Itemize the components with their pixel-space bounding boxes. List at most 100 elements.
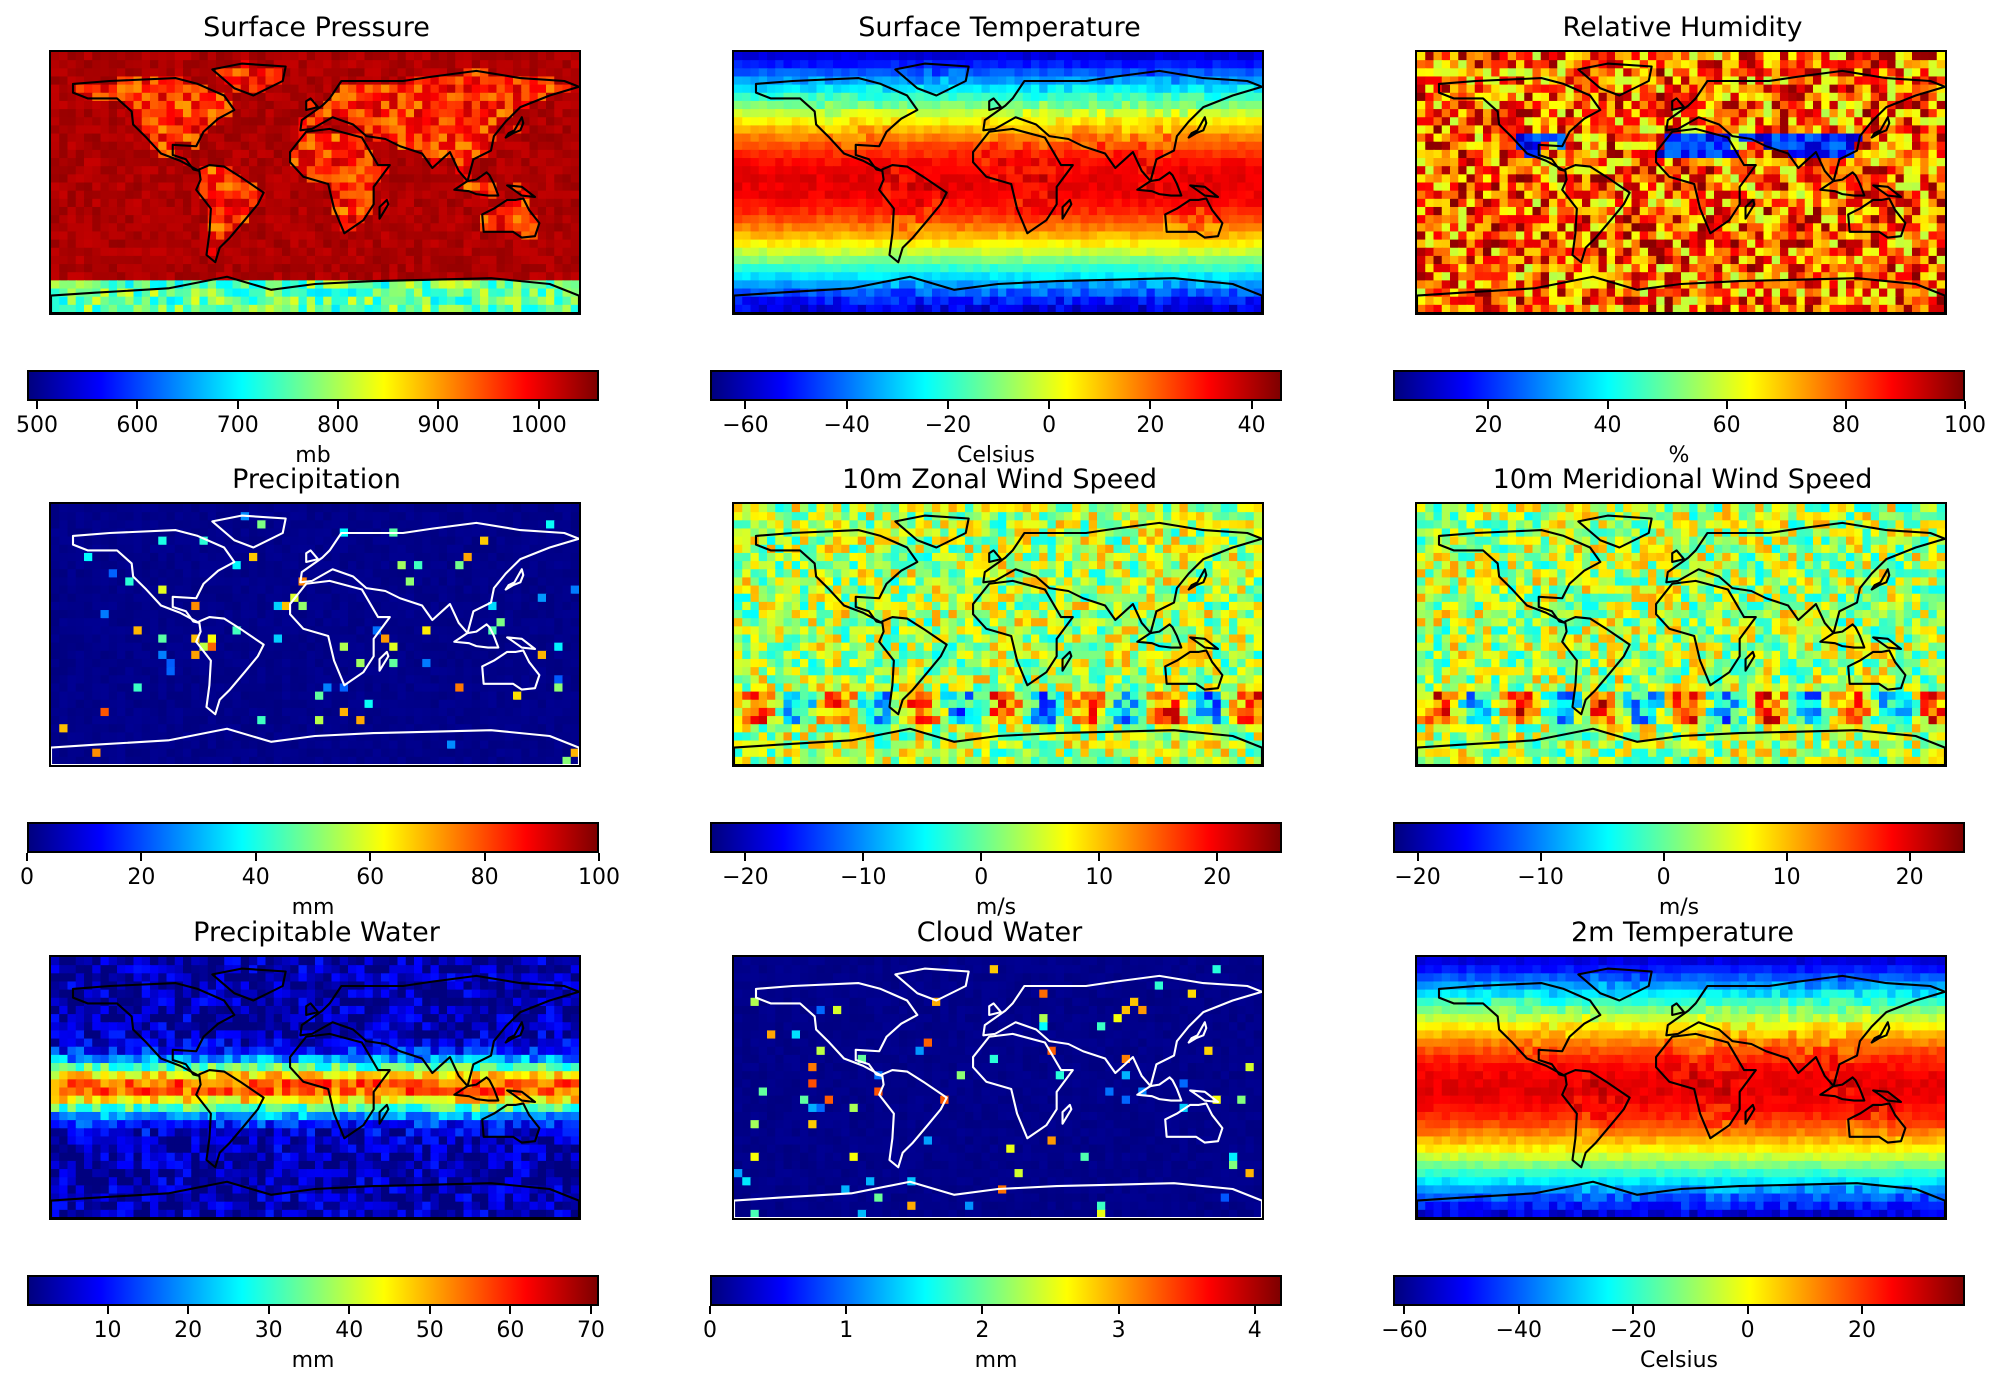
heatmap-cell xyxy=(1417,149,1427,160)
heatmap-cell xyxy=(117,100,127,111)
heatmap-cell xyxy=(1780,52,1790,62)
heatmap-cell xyxy=(1006,149,1016,160)
heatmap-cell xyxy=(570,52,579,62)
heatmap-cell xyxy=(323,76,333,86)
heatmap-cell xyxy=(973,198,983,209)
heatmap-cell xyxy=(405,60,416,70)
heatmap-cell xyxy=(932,215,942,225)
heatmap-cell xyxy=(899,125,909,135)
heatmap-cell xyxy=(907,68,917,78)
heatmap-cell xyxy=(1879,109,1889,119)
heatmap-cell xyxy=(882,158,892,168)
heatmap-cell xyxy=(1722,60,1732,70)
heatmap-cell xyxy=(1072,174,1082,184)
heatmap-cell xyxy=(389,288,399,298)
heatmap-cell xyxy=(932,296,942,306)
heatmap-cell xyxy=(92,215,102,225)
heatmap-cell xyxy=(1187,109,1198,119)
heatmap-cell xyxy=(150,215,160,225)
heatmap-cell xyxy=(1105,166,1115,176)
heatmap-cell xyxy=(257,158,267,168)
heatmap-cell xyxy=(734,190,744,200)
heatmap-cell xyxy=(1022,60,1033,70)
heatmap-cell xyxy=(51,206,61,217)
heatmap-cell xyxy=(998,117,1008,127)
heatmap-cell xyxy=(570,280,579,290)
heatmap-cell xyxy=(240,149,251,160)
heatmap-cell xyxy=(742,215,752,225)
heatmap-cell xyxy=(1220,141,1231,151)
heatmap-cell xyxy=(1549,68,1559,78)
heatmap-cell xyxy=(554,296,564,306)
heatmap-cell xyxy=(125,141,135,151)
heatmap-cell xyxy=(554,198,564,209)
heatmap-cell xyxy=(249,125,259,135)
heatmap-cell xyxy=(158,92,168,102)
heatmap-cell xyxy=(940,141,950,151)
heatmap-cell xyxy=(973,68,983,78)
heatmap-cell xyxy=(1648,100,1658,111)
heatmap-cell xyxy=(562,158,572,168)
heatmap-cell xyxy=(767,296,777,306)
heatmap-cell xyxy=(529,100,539,111)
heatmap-cell xyxy=(734,92,744,102)
heatmap-cell xyxy=(874,68,884,78)
heatmap-cell xyxy=(1113,255,1123,266)
heatmap-cell xyxy=(1080,92,1090,102)
heatmap-cell xyxy=(265,206,275,217)
heatmap-cell xyxy=(833,76,843,86)
heatmap-cell xyxy=(331,231,341,241)
heatmap-cell xyxy=(1829,84,1839,94)
heatmap-cell xyxy=(1196,92,1206,102)
heatmap-cell xyxy=(430,149,440,160)
heatmap-cell xyxy=(956,206,967,217)
heatmap-cell xyxy=(1055,264,1066,274)
heatmap-cell xyxy=(1237,272,1247,282)
heatmap-cell xyxy=(339,198,350,209)
heatmap-cell xyxy=(1097,280,1107,290)
heatmap-cell xyxy=(381,182,391,192)
heatmap-cell xyxy=(1722,149,1732,160)
heatmap-cell xyxy=(1540,60,1551,70)
heatmap-cell xyxy=(1039,109,1049,119)
heatmap-cell xyxy=(1631,141,1641,151)
heatmap-cell xyxy=(923,239,934,249)
heatmap-cell xyxy=(1928,60,1938,70)
heatmap-cell xyxy=(1474,52,1485,62)
heatmap-cell xyxy=(364,174,374,184)
heatmap-cell xyxy=(1615,68,1625,78)
heatmap-cell xyxy=(1220,125,1231,135)
heatmap-cell xyxy=(546,109,556,119)
heatmap-cell xyxy=(923,304,934,313)
heatmap-cell xyxy=(224,92,234,102)
heatmap-cell xyxy=(1064,60,1074,70)
heatmap-cell xyxy=(1879,141,1889,151)
heatmap-cell xyxy=(1870,100,1881,111)
heatmap-cell xyxy=(767,60,777,70)
heatmap-cell xyxy=(273,190,284,200)
heatmap-cell xyxy=(1171,296,1181,306)
heatmap-cell xyxy=(758,166,769,176)
heatmap-cell xyxy=(455,272,465,282)
heatmap-cell xyxy=(775,264,785,274)
heatmap-cell xyxy=(915,141,925,151)
heatmap-cell xyxy=(758,76,769,86)
heatmap-cell xyxy=(1072,133,1082,143)
heatmap-cell xyxy=(364,68,374,78)
heatmap-cell xyxy=(414,239,424,249)
heatmap-cell xyxy=(298,182,308,192)
heatmap-cell xyxy=(513,223,523,233)
heatmap-cell xyxy=(1606,133,1617,143)
heatmap-cell xyxy=(1804,117,1815,127)
heatmap-cell xyxy=(1862,60,1872,70)
heatmap-cell xyxy=(1064,158,1074,168)
heatmap-cell xyxy=(1887,133,1897,143)
heatmap-cell xyxy=(767,100,777,111)
heatmap-cell xyxy=(1072,109,1082,119)
heatmap-cell xyxy=(948,198,958,209)
heatmap-cell xyxy=(1031,52,1041,62)
heatmap-cell xyxy=(1664,76,1674,86)
heatmap-cell xyxy=(890,149,901,160)
tick-label: −20 xyxy=(924,413,972,438)
heatmap-cell xyxy=(1780,149,1790,160)
